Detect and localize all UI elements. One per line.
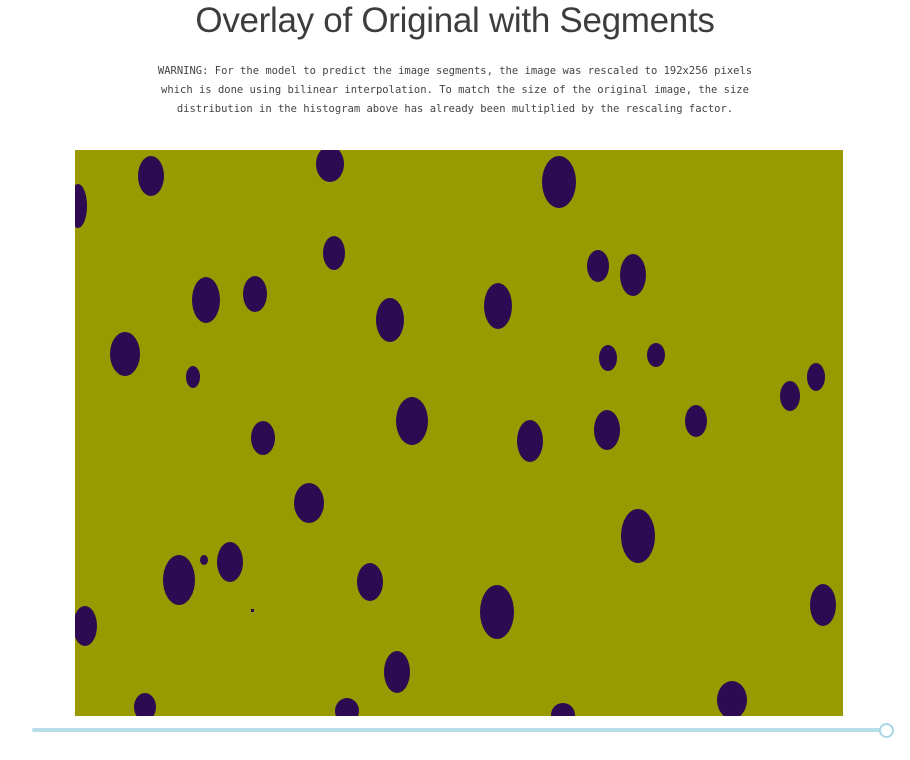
slider-thumb[interactable] — [879, 723, 894, 738]
rescale-warning: WARNING: For the model to predict the im… — [100, 62, 810, 119]
segment-blob — [294, 483, 324, 523]
segment-overlay-image — [75, 150, 843, 716]
overlay-background — [75, 150, 843, 716]
segment-blob — [587, 250, 609, 282]
segment-blob — [251, 421, 275, 455]
segment-blob — [807, 363, 825, 391]
segment-blob — [647, 343, 665, 367]
segment-blob — [376, 298, 404, 342]
segment-blob — [323, 236, 345, 270]
segment-blob — [163, 555, 195, 605]
segment-blob — [217, 542, 243, 582]
warning-line: which is done using bilinear interpolati… — [161, 84, 749, 96]
segment-blob — [685, 405, 707, 437]
segment-overlay-svg — [75, 150, 843, 716]
segment-blob — [480, 585, 514, 639]
segment-blob — [780, 381, 800, 411]
segment-blob — [396, 397, 428, 445]
warning-line: WARNING: For the model to predict the im… — [157, 65, 753, 77]
segment-blob — [138, 156, 164, 196]
segment-blob — [599, 345, 617, 371]
segment-blob — [75, 184, 87, 228]
segment-blob — [621, 509, 655, 563]
segment-blob — [810, 584, 836, 626]
segment-blob — [620, 254, 646, 296]
segment-blob — [192, 277, 220, 323]
segment-blob — [384, 651, 410, 693]
segment-blob — [316, 150, 344, 182]
segment-blob — [110, 332, 140, 376]
segment-blob — [594, 410, 620, 450]
segment-blob — [551, 703, 575, 716]
warning-line: distribution in the histogram above has … — [176, 103, 734, 115]
segment-blob — [484, 283, 512, 329]
segment-blob — [134, 693, 156, 716]
page-title: Overlay of Original with Segments — [195, 1, 715, 40]
segment-speck — [251, 609, 254, 612]
segment-blob — [335, 698, 359, 716]
segment-blob — [357, 563, 383, 601]
segment-blob — [200, 555, 208, 565]
slider-track[interactable] — [32, 728, 882, 732]
segment-blob — [186, 366, 200, 388]
overlay-slider[interactable] — [30, 722, 895, 738]
segment-blob — [542, 156, 576, 208]
segment-blob — [717, 681, 747, 716]
segment-blob — [243, 276, 267, 312]
segment-blob — [75, 606, 97, 646]
segment-blob — [517, 420, 543, 462]
